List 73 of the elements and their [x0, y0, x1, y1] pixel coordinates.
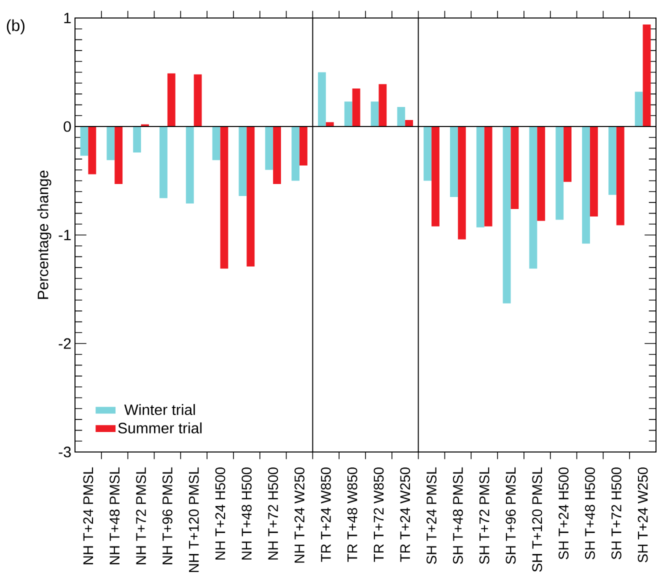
bar — [510, 126, 519, 209]
bar — [529, 126, 538, 269]
bar — [299, 126, 308, 166]
x-tick-label: NH T+24 W250 — [294, 467, 304, 563]
bar — [590, 126, 598, 217]
bar — [608, 126, 616, 195]
bar — [476, 126, 484, 228]
y-tick-label: -3 — [58, 446, 71, 458]
bar — [564, 126, 572, 182]
x-tick-label: NH T+24 H500 — [215, 467, 226, 560]
bar — [292, 126, 300, 181]
bar — [432, 126, 440, 226]
bar — [450, 126, 458, 198]
bar — [273, 126, 281, 184]
bar — [88, 126, 96, 174]
bar — [484, 126, 492, 226]
bar — [318, 72, 326, 126]
bar — [114, 126, 123, 184]
bar — [344, 102, 352, 126]
x-tick-label: TR T+24 W850 — [320, 467, 331, 562]
x-tick-label: TR T+24 W250 — [400, 467, 410, 562]
bar — [133, 126, 142, 153]
bar — [352, 88, 360, 126]
y-tick-label: -1 — [58, 230, 71, 240]
bar — [634, 92, 643, 126]
bar — [220, 126, 228, 269]
x-tick-label: NH T+72 H500 — [268, 467, 278, 560]
x-tick-label: SH T+72 PMSL — [479, 467, 490, 564]
bar — [212, 126, 220, 160]
x-tick-label: SH T+24 PMSL — [426, 467, 436, 564]
bar — [246, 126, 255, 266]
bar — [80, 126, 88, 156]
bar — [556, 126, 564, 220]
x-tick-label: NH T+96 PMSL — [162, 467, 172, 564]
bar — [378, 84, 387, 126]
bar — [167, 73, 176, 126]
text: (b) — [6, 19, 24, 34]
bar — [186, 126, 194, 204]
bar — [642, 24, 651, 126]
bar — [194, 74, 202, 126]
x-tick-label: SH T+48 H500 — [585, 467, 595, 560]
bar — [238, 126, 247, 196]
y-tick-label: -2 — [58, 338, 71, 349]
y-tick-label: 1 — [64, 12, 71, 24]
bar — [106, 126, 115, 160]
y-axis-title: Percentage change — [37, 170, 52, 299]
bar — [370, 102, 379, 126]
bar — [405, 120, 414, 126]
x-tick-label: SH T+24 W250 — [638, 467, 648, 562]
bar — [582, 126, 590, 244]
bar — [397, 106, 406, 126]
x-tick-label: SH T+24 H500 — [558, 467, 569, 560]
bar — [424, 126, 432, 181]
legend-label: Summer trial — [118, 422, 202, 434]
x-tick-label: SH T+72 H500 — [611, 467, 622, 560]
x-tick-label: NH T+24 PMSL — [83, 467, 94, 564]
bar — [160, 126, 168, 198]
x-tick-label: NH T+72 PMSL — [136, 467, 146, 564]
y-tick-label: 0 — [64, 121, 71, 132]
bar — [502, 126, 511, 304]
x-tick-label: SH T+96 PMSL — [506, 467, 516, 564]
x-tick-label: NH T+48 H500 — [242, 467, 252, 560]
x-tick-label: TR T+48 W850 — [347, 467, 358, 562]
bar — [616, 126, 624, 226]
bar — [537, 126, 546, 221]
bar — [265, 126, 274, 170]
x-tick-label: TR T+72 W850 — [374, 467, 384, 562]
legend-label: Winter trial — [124, 404, 195, 416]
x-tick-label: SH T+48 PMSL — [452, 467, 463, 564]
x-tick-label: NH T+48 PMSL — [110, 467, 120, 564]
x-tick-label: NH T+120 PMSL — [188, 467, 199, 572]
x-tick-label: SH T+120 PMSL — [532, 467, 542, 572]
bar — [458, 126, 466, 240]
